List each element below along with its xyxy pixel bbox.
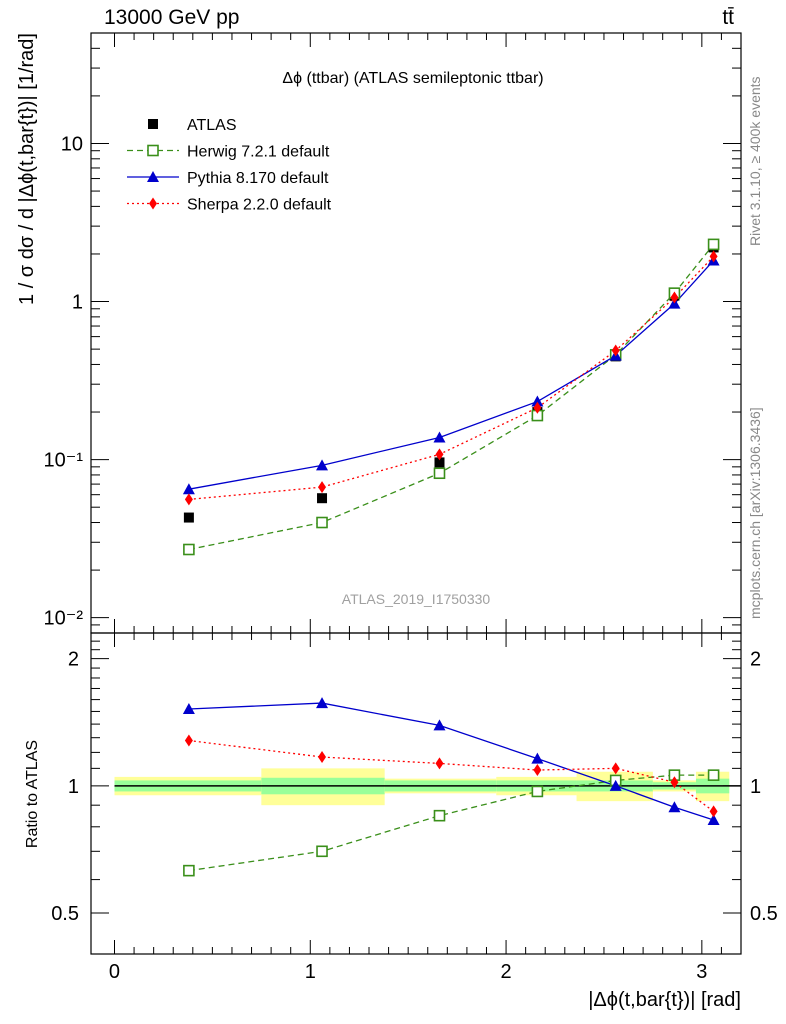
- legend-marker-herwig-7-2-1-default: [147, 144, 159, 157]
- ratio-point-sherpa-2-2-0-default: [670, 776, 679, 789]
- ratio-point-pythia-8-170-default: [707, 814, 720, 826]
- final-state-label: tt̄: [722, 6, 734, 29]
- data-point-sherpa-2-2-0-default: [709, 250, 718, 263]
- data-point-herwig-7-2-1-default: [433, 467, 446, 480]
- y-tick-label: 10: [61, 133, 83, 155]
- data-point-herwig-7-2-1-default: [183, 543, 195, 556]
- ratio-point-sherpa-2-2-0-default: [435, 757, 444, 770]
- series-line-pythia-8-170-default: [188, 260, 715, 490]
- ratio-tick-label-right: 1: [750, 776, 761, 798]
- x-tick-label: 2: [500, 961, 511, 983]
- data-point-herwig-7-2-1-default: [316, 516, 328, 529]
- data-point-sherpa-2-2-0-default: [611, 344, 620, 357]
- ratio-point-pythia-8-170-default: [531, 752, 544, 764]
- y-axis-title: 1 / σ dσ / d |Δϕ(t,bar{t})| [1/rad]: [16, 33, 38, 305]
- legend-label-pythia-8-170-default: Pythia 8.170 default: [187, 170, 329, 187]
- ratio-point-sherpa-2-2-0-default: [184, 734, 193, 747]
- ratio-point-herwig-7-2-1-default: [316, 845, 328, 858]
- x-tick-label: 3: [696, 961, 707, 983]
- data-point-atlas: [183, 512, 194, 523]
- ratio-point-pythia-8-170-default: [316, 697, 329, 709]
- data-point-sherpa-2-2-0-default: [184, 493, 193, 506]
- series-line-sherpa-2-2-0-default: [188, 255, 715, 501]
- ratio-tick-label-left: 2: [68, 649, 79, 671]
- ratio-frame: [90, 632, 742, 955]
- data-point-pythia-8-170-default: [182, 483, 195, 495]
- ratio-tick-label-left: 0.5: [51, 903, 79, 925]
- ratio-point-pythia-8-170-default: [182, 703, 195, 715]
- ratio-point-herwig-7-2-1-default: [183, 864, 195, 877]
- series-line-herwig-7-2-1-default: [188, 243, 715, 551]
- data-point-herwig-7-2-1-default: [707, 238, 720, 251]
- data-point-atlas: [434, 457, 445, 468]
- data-point-sherpa-2-2-0-default: [318, 481, 327, 494]
- data-point-sherpa-2-2-0-default: [435, 448, 444, 461]
- ratio-tick-label-right: 2: [750, 649, 761, 671]
- ratio-tick-label-left: 1: [68, 776, 79, 798]
- ratio-point-herwig-7-2-1-default: [531, 785, 544, 798]
- ratio-point-sherpa-2-2-0-default: [318, 751, 327, 764]
- chart-title: Δϕ (ttbar) (ATLAS semileptonic ttbar): [282, 70, 544, 87]
- y-tick-label: 1: [72, 292, 83, 314]
- y-tick-label: 10⁻¹: [44, 450, 84, 472]
- legend-label-sherpa-2-2-0-default: Sherpa 2.2.0 default: [187, 197, 332, 214]
- legend-marker-sherpa-2-2-0-default: [149, 197, 157, 210]
- ratio-point-sherpa-2-2-0-default: [709, 805, 718, 818]
- legend-marker-pythia-8-170-default: [147, 171, 159, 182]
- data-point-atlas: [317, 493, 328, 504]
- legend-label-herwig-7-2-1-default: Herwig 7.2.1 default: [187, 144, 330, 161]
- process-label: 13000 GeV pp: [104, 6, 240, 29]
- x-axis-title: |Δϕ(t,bar{t})| [rad]: [588, 989, 741, 1011]
- ratio-point-sherpa-2-2-0-default: [533, 764, 542, 777]
- ratio-point-pythia-8-170-default: [609, 779, 622, 791]
- legend-marker-atlas: [148, 119, 158, 129]
- analysis-label: ATLAS_2019_I1750330: [342, 591, 491, 607]
- ratio-point-pythia-8-170-default: [668, 801, 681, 813]
- ratio-point-pythia-8-170-default: [433, 719, 446, 731]
- x-tick-label: 0: [109, 961, 120, 983]
- legend-label-atlas: ATLAS: [187, 117, 237, 134]
- ratio-axis-title: Ratio to ATLAS: [24, 740, 41, 848]
- ratio-point-herwig-7-2-1-default: [707, 769, 720, 781]
- y-tick-label: 10⁻²: [44, 608, 84, 630]
- ratio-point-herwig-7-2-1-default: [433, 809, 446, 822]
- data-point-pythia-8-170-default: [531, 395, 544, 407]
- data-point-sherpa-2-2-0-default: [670, 291, 679, 304]
- data-point-pythia-8-170-default: [316, 459, 329, 471]
- ratio-tick-label-right: 0.5: [750, 903, 778, 925]
- ratio-point-sherpa-2-2-0-default: [611, 762, 620, 775]
- data-point-sherpa-2-2-0-default: [533, 401, 542, 414]
- data-point-pythia-8-170-default: [433, 431, 446, 443]
- x-tick-label: 1: [305, 961, 316, 983]
